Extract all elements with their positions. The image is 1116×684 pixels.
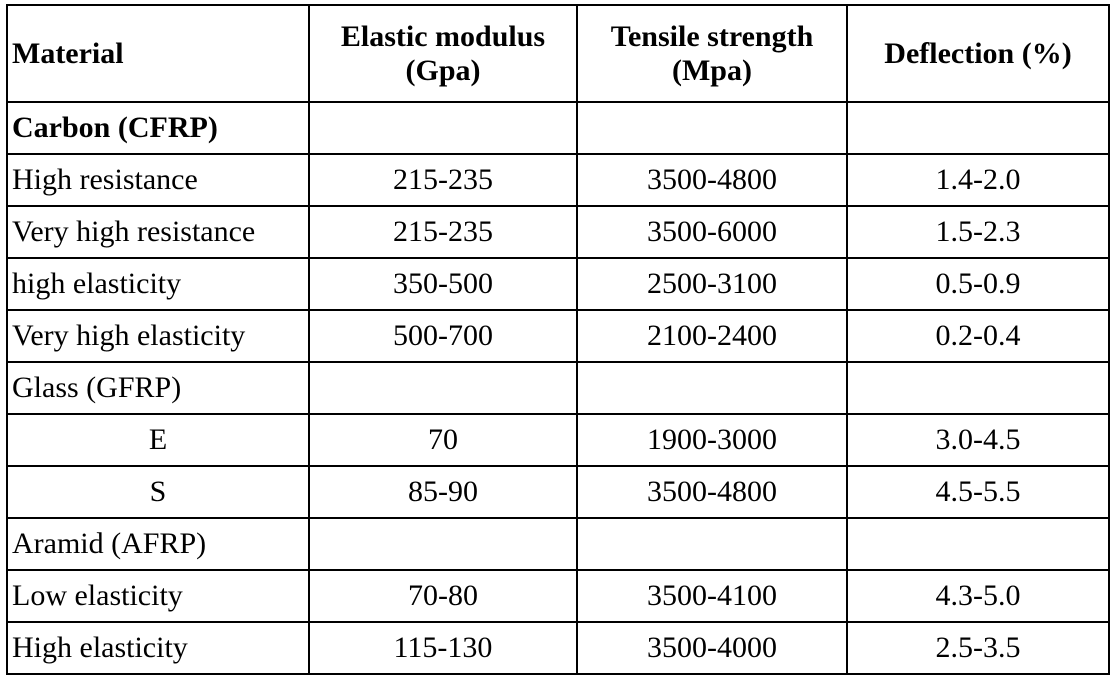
empty-cell bbox=[576, 517, 848, 571]
data-row: High resistance 215-235 3500-4800 1.4-2.0 bbox=[6, 153, 1110, 207]
value-cell: 3.0-4.5 bbox=[846, 413, 1110, 467]
value-cell: 3500-4000 bbox=[576, 621, 848, 675]
material-cell: S bbox=[6, 465, 310, 519]
value-cell: 0.2-0.4 bbox=[846, 309, 1110, 363]
data-row: Very high elasticity 500-700 2100-2400 0.2-… bbox=[6, 309, 1110, 363]
material-cell: high elasticity bbox=[6, 257, 310, 311]
value-cell: 4.5-5.5 bbox=[846, 465, 1110, 519]
group-name: Glass (GFRP) bbox=[6, 361, 310, 415]
data-row: S 85-90 3500-4800 4.5-5.5 bbox=[6, 465, 1110, 519]
material-cell: E bbox=[6, 413, 310, 467]
header-row: Material Elastic modulus (Gpa) Tensile str… bbox=[6, 4, 1110, 103]
value-cell: 0.5-0.9 bbox=[846, 257, 1110, 311]
table-body: Carbon (CFRP) High resistance 215-235 3500-… bbox=[6, 101, 1110, 675]
empty-cell bbox=[308, 517, 578, 571]
value-cell: 3500-4100 bbox=[576, 569, 848, 623]
material-cell: Low elasticity bbox=[6, 569, 310, 623]
header-cell: Deflection (%) bbox=[846, 4, 1110, 103]
value-cell: 70 bbox=[308, 413, 578, 467]
group-row: Glass (GFRP) bbox=[6, 361, 1110, 415]
value-cell: 215-235 bbox=[308, 205, 578, 259]
value-cell: 215-235 bbox=[308, 153, 578, 207]
header-cell: Tensile strength (Mpa) bbox=[576, 4, 848, 103]
empty-cell bbox=[846, 361, 1110, 415]
value-cell: 2.5-3.5 bbox=[846, 621, 1110, 675]
material-cell: Very high resistance bbox=[6, 205, 310, 259]
header-cell: Elastic modulus (Gpa) bbox=[308, 4, 578, 103]
material-cell: High resistance bbox=[6, 153, 310, 207]
value-cell: 1.5-2.3 bbox=[846, 205, 1110, 259]
value-cell: 3500-4800 bbox=[576, 153, 848, 207]
empty-cell bbox=[846, 517, 1110, 571]
group-name: Carbon (CFRP) bbox=[6, 101, 310, 155]
value-cell: 3500-6000 bbox=[576, 205, 848, 259]
material-table: Material Elastic modulus (Gpa) Tensile str… bbox=[6, 4, 1110, 675]
value-cell: 85-90 bbox=[308, 465, 578, 519]
data-row: Very high resistance 215-235 3500-6000 1.5-… bbox=[6, 205, 1110, 259]
data-row: Low elasticity 70-80 3500-4100 4.3-5.0 bbox=[6, 569, 1110, 623]
value-cell: 1.4-2.0 bbox=[846, 153, 1110, 207]
header-cell: Material bbox=[6, 4, 310, 103]
data-row: E 70 1900-3000 3.0-4.5 bbox=[6, 413, 1110, 467]
empty-cell bbox=[576, 101, 848, 155]
group-name: Aramid (AFRP) bbox=[6, 517, 310, 571]
group-row: Aramid (AFRP) bbox=[6, 517, 1110, 571]
empty-cell bbox=[308, 361, 578, 415]
value-cell: 2500-3100 bbox=[576, 257, 848, 311]
value-cell: 115-130 bbox=[308, 621, 578, 675]
empty-cell bbox=[576, 361, 848, 415]
group-row: Carbon (CFRP) bbox=[6, 101, 1110, 155]
empty-cell bbox=[846, 101, 1110, 155]
value-cell: 3500-4800 bbox=[576, 465, 848, 519]
material-cell: High elasticity bbox=[6, 621, 310, 675]
value-cell: 350-500 bbox=[308, 257, 578, 311]
value-cell: 1900-3000 bbox=[576, 413, 848, 467]
value-cell: 2100-2400 bbox=[576, 309, 848, 363]
value-cell: 4.3-5.0 bbox=[846, 569, 1110, 623]
empty-cell bbox=[308, 101, 578, 155]
data-row: high elasticity 350-500 2500-3100 0.5-0.9 bbox=[6, 257, 1110, 311]
material-cell: Very high elasticity bbox=[6, 309, 310, 363]
data-row: High elasticity 115-130 3500-4000 2.5-3.5 bbox=[6, 621, 1110, 675]
value-cell: 500-700 bbox=[308, 309, 578, 363]
value-cell: 70-80 bbox=[308, 569, 578, 623]
